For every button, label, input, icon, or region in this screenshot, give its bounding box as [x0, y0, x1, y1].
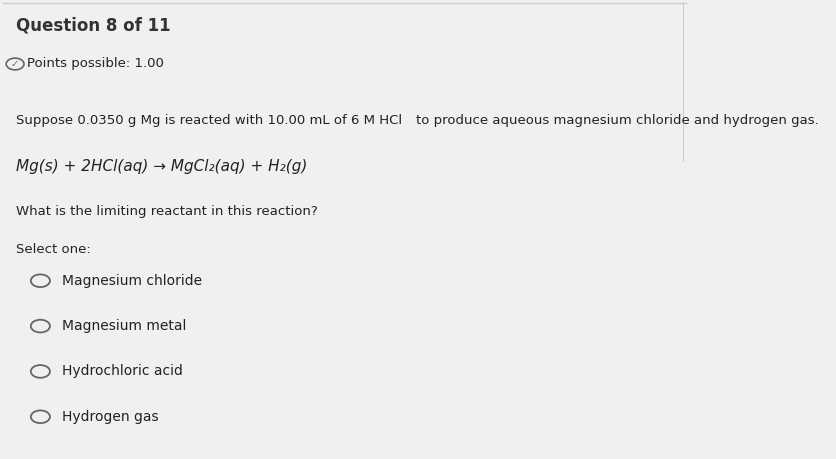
Text: ✓: ✓ — [11, 59, 19, 69]
Text: Question 8 of 11: Question 8 of 11 — [17, 17, 171, 34]
Text: Magnesium chloride: Magnesium chloride — [62, 274, 202, 288]
Text: Points possible: 1.00: Points possible: 1.00 — [28, 57, 164, 71]
Text: Mg(s) + 2HCl(aq) → MgCl₂(aq) + H₂(g): Mg(s) + 2HCl(aq) → MgCl₂(aq) + H₂(g) — [17, 159, 308, 174]
Text: Hydrogen gas: Hydrogen gas — [62, 410, 159, 424]
Text: to produce aqueous magnesium chloride and hydrogen gas.: to produce aqueous magnesium chloride an… — [416, 114, 819, 127]
Text: Select one:: Select one: — [17, 243, 91, 256]
Text: What is the limiting reactant in this reaction?: What is the limiting reactant in this re… — [17, 205, 319, 218]
Text: Suppose 0.0350 g Mg is reacted with 10.00 mL of 6 M HCl: Suppose 0.0350 g Mg is reacted with 10.0… — [17, 114, 403, 127]
Text: Magnesium metal: Magnesium metal — [62, 319, 186, 333]
Text: Hydrochloric acid: Hydrochloric acid — [62, 364, 183, 378]
